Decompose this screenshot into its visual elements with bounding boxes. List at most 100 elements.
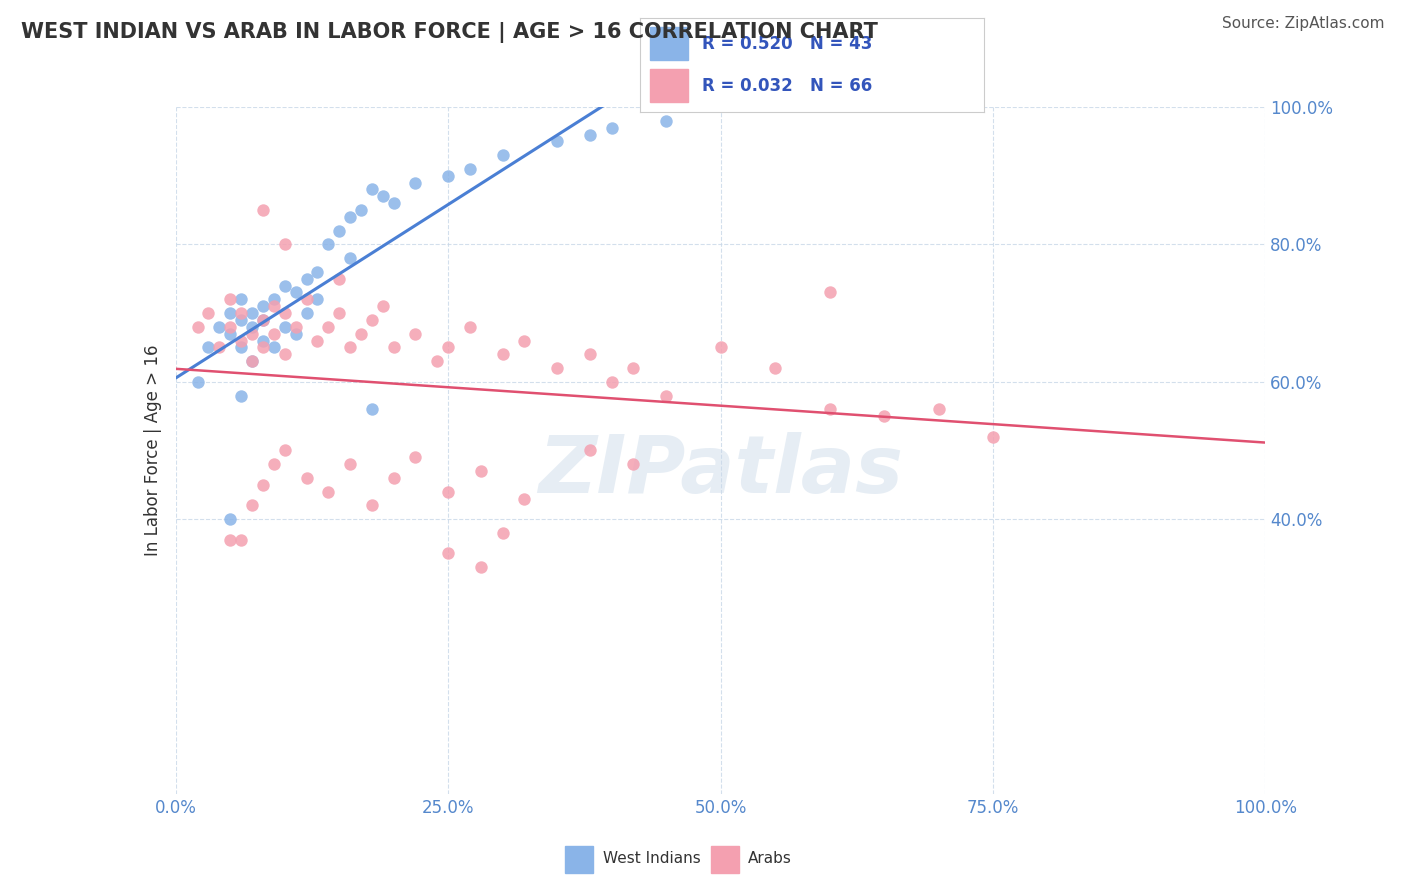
Point bbox=[360, 499, 382, 513]
Point bbox=[231, 533, 253, 547]
Point bbox=[274, 306, 297, 320]
Point bbox=[655, 113, 678, 128]
Point bbox=[307, 334, 329, 348]
Point bbox=[513, 334, 536, 348]
Point bbox=[350, 203, 373, 218]
Point bbox=[458, 319, 481, 334]
Point bbox=[328, 271, 350, 285]
Point bbox=[579, 128, 602, 142]
Point bbox=[219, 306, 242, 320]
Point bbox=[295, 306, 318, 320]
Point bbox=[405, 450, 427, 465]
Point bbox=[263, 340, 285, 354]
Point bbox=[405, 176, 427, 190]
Point bbox=[186, 375, 209, 389]
Point bbox=[818, 402, 841, 417]
Point bbox=[579, 443, 602, 458]
Point bbox=[339, 457, 361, 471]
Point bbox=[274, 443, 297, 458]
Point bbox=[437, 484, 460, 499]
Point bbox=[274, 319, 297, 334]
Point bbox=[284, 326, 307, 341]
Point bbox=[371, 299, 394, 313]
Point bbox=[263, 299, 285, 313]
Point bbox=[546, 361, 568, 376]
Point bbox=[928, 402, 950, 417]
Point bbox=[600, 120, 623, 135]
Text: West Indians: West Indians bbox=[603, 851, 700, 866]
Text: R = 0.520   N = 43: R = 0.520 N = 43 bbox=[702, 35, 872, 53]
Text: Arabs: Arabs bbox=[748, 851, 792, 866]
Point bbox=[328, 224, 350, 238]
Text: ZIPatlas: ZIPatlas bbox=[538, 432, 903, 510]
Point bbox=[219, 533, 242, 547]
Point bbox=[252, 340, 274, 354]
Point bbox=[318, 484, 340, 499]
Point bbox=[470, 464, 492, 478]
Point bbox=[252, 299, 274, 313]
Point bbox=[231, 334, 253, 348]
Point bbox=[197, 306, 219, 320]
Point bbox=[252, 334, 274, 348]
Point bbox=[492, 525, 515, 540]
Point bbox=[360, 182, 382, 196]
Point bbox=[405, 326, 427, 341]
Point bbox=[546, 134, 568, 148]
Point bbox=[360, 313, 382, 327]
Point bbox=[318, 319, 340, 334]
Point bbox=[208, 340, 231, 354]
Point bbox=[339, 210, 361, 224]
Point bbox=[382, 471, 405, 485]
Point bbox=[437, 169, 460, 183]
Point bbox=[240, 499, 263, 513]
Point bbox=[579, 347, 602, 361]
Point bbox=[219, 293, 242, 307]
Point bbox=[240, 319, 263, 334]
Point bbox=[371, 189, 394, 203]
Point bbox=[307, 293, 329, 307]
Point bbox=[981, 430, 1004, 444]
Point bbox=[295, 471, 318, 485]
Point bbox=[710, 340, 733, 354]
Point bbox=[426, 354, 449, 368]
Point bbox=[492, 148, 515, 162]
Point bbox=[382, 196, 405, 211]
Point bbox=[437, 546, 460, 561]
Point bbox=[655, 388, 678, 402]
Point bbox=[231, 340, 253, 354]
Point bbox=[274, 347, 297, 361]
Point bbox=[252, 313, 274, 327]
Point bbox=[339, 251, 361, 265]
Point bbox=[458, 161, 481, 176]
Point bbox=[231, 306, 253, 320]
Bar bbox=[650, 28, 688, 60]
Text: WEST INDIAN VS ARAB IN LABOR FORCE | AGE > 16 CORRELATION CHART: WEST INDIAN VS ARAB IN LABOR FORCE | AGE… bbox=[21, 22, 877, 44]
Point bbox=[470, 560, 492, 574]
Point bbox=[219, 319, 242, 334]
Point bbox=[621, 457, 644, 471]
Point bbox=[240, 354, 263, 368]
Point bbox=[818, 285, 841, 300]
Point bbox=[873, 409, 896, 423]
Point bbox=[252, 203, 274, 218]
Point bbox=[318, 237, 340, 252]
Point bbox=[231, 293, 253, 307]
Point bbox=[208, 319, 231, 334]
Point bbox=[231, 313, 253, 327]
Y-axis label: In Labor Force | Age > 16: In Labor Force | Age > 16 bbox=[143, 344, 162, 557]
Point bbox=[350, 326, 373, 341]
Point bbox=[437, 340, 460, 354]
Point bbox=[263, 457, 285, 471]
Bar bbox=[565, 847, 593, 873]
Point bbox=[621, 361, 644, 376]
Point bbox=[263, 326, 285, 341]
Point bbox=[274, 278, 297, 293]
Point bbox=[328, 306, 350, 320]
Point bbox=[274, 237, 297, 252]
Point bbox=[197, 340, 219, 354]
Point bbox=[339, 340, 361, 354]
Bar bbox=[711, 847, 738, 873]
Point bbox=[284, 319, 307, 334]
Text: R = 0.032   N = 66: R = 0.032 N = 66 bbox=[702, 77, 872, 95]
Point bbox=[219, 326, 242, 341]
